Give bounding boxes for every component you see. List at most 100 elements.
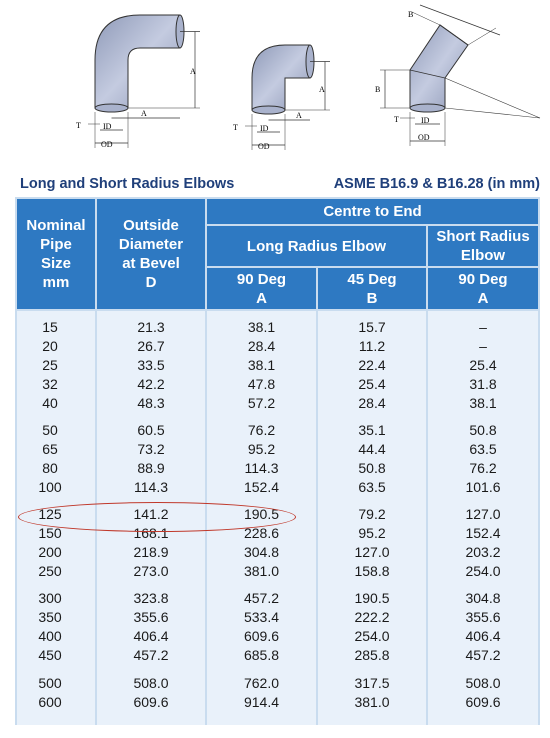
table-cell: 500 bbox=[38, 675, 62, 691]
table-cell: 33.5 bbox=[137, 357, 165, 373]
table-cell: 508.0 bbox=[465, 675, 501, 691]
table-cell: 28.4 bbox=[358, 395, 386, 411]
table-cell: 50.8 bbox=[358, 460, 386, 476]
table-cell: 63.5 bbox=[469, 441, 497, 457]
header-nominal-pipe-size: Nominal Pipe Size mm bbox=[17, 199, 95, 309]
table-cell: 190.5 bbox=[354, 590, 390, 606]
table-cell: 228.6 bbox=[243, 525, 280, 541]
table-cell: 355.6 bbox=[133, 609, 169, 625]
table-cell: 254.0 bbox=[465, 563, 501, 579]
table-cell: 273.0 bbox=[133, 563, 169, 579]
table-cell: 609.6 bbox=[133, 694, 169, 710]
table-cell: 73.2 bbox=[137, 441, 165, 457]
table-cell: 25.4 bbox=[358, 376, 386, 392]
header-text: Short Radius bbox=[436, 228, 530, 245]
table-cell: – bbox=[479, 319, 487, 335]
header-centre-to-end: Centre to End bbox=[207, 199, 538, 224]
header-text: Outside bbox=[123, 217, 179, 234]
table-cell: 44.4 bbox=[358, 441, 386, 457]
table-cell: 285.8 bbox=[354, 647, 390, 663]
table-cell: 47.8 bbox=[247, 376, 276, 392]
header-text: Diameter bbox=[118, 236, 184, 253]
diagram-label-t: T bbox=[233, 123, 238, 132]
table-cell: 304.8 bbox=[465, 590, 501, 606]
table-cell: 63.5 bbox=[358, 479, 386, 495]
table-title-row: Long and Short Radius Elbows ASME B16.9 … bbox=[20, 176, 540, 196]
diagram-label-b: B bbox=[375, 85, 380, 94]
table-cell: 457.2 bbox=[243, 590, 280, 606]
diagram-label-t: T bbox=[394, 115, 399, 124]
table-cell: 40 bbox=[42, 395, 58, 411]
table-cell: 304.8 bbox=[243, 544, 280, 560]
table-cell: 26.7 bbox=[137, 338, 165, 354]
table-cell: 76.2 bbox=[247, 422, 276, 438]
header-text: A bbox=[477, 289, 489, 307]
table-cell: 350 bbox=[38, 609, 62, 625]
table-cell: 533.4 bbox=[243, 609, 280, 625]
table-cell: 31.8 bbox=[469, 376, 497, 392]
table-cell: 317.5 bbox=[354, 675, 390, 691]
diagram-label-od: OD bbox=[101, 140, 113, 149]
table-cell: 355.6 bbox=[465, 609, 501, 625]
table-cell: 42.2 bbox=[137, 376, 165, 392]
table-cell: 222.2 bbox=[354, 609, 390, 625]
table-cell: 600 bbox=[38, 694, 62, 710]
diagram-label-od: OD bbox=[418, 133, 430, 142]
table-cell: 11.2 bbox=[358, 338, 386, 354]
short-radius-elbow-drawing: A A T ID OD bbox=[233, 44, 330, 151]
table-cell: 457.2 bbox=[133, 647, 169, 663]
table-cell: 400 bbox=[38, 628, 62, 644]
table-cell: 32 bbox=[42, 376, 58, 392]
header-text: at Bevel bbox=[122, 255, 180, 272]
table-cell: 450 bbox=[38, 647, 62, 663]
table-cell: 203.2 bbox=[465, 544, 501, 560]
table-cell: 381.0 bbox=[354, 694, 390, 710]
table-cell: 25 bbox=[42, 357, 58, 373]
header-text: 45 Deg bbox=[347, 270, 397, 288]
table-cell: 50.8 bbox=[469, 422, 497, 438]
table-cell: 50 bbox=[42, 422, 58, 438]
table-cell: 152.4 bbox=[243, 479, 280, 495]
table-cell: 127.0 bbox=[354, 544, 390, 560]
header-text: A bbox=[256, 289, 267, 307]
table-cell: 35.1 bbox=[358, 422, 386, 438]
table-cell: 60.5 bbox=[137, 422, 165, 438]
table-cell: 685.8 bbox=[243, 647, 280, 663]
diagram-label-a: A bbox=[190, 67, 196, 76]
header-text: 90 Deg bbox=[458, 270, 508, 288]
header-text: mm bbox=[42, 274, 70, 291]
table-cell: 127.0 bbox=[465, 506, 501, 522]
header-lr-90-deg: 90 Deg A bbox=[207, 268, 316, 309]
table-cell: 38.1 bbox=[247, 319, 276, 335]
column-sr-90 bbox=[428, 311, 538, 725]
elbow-dimensions-table: Nominal Pipe Size mm Outside Diameter at… bbox=[15, 197, 540, 725]
header-text: B bbox=[366, 289, 378, 307]
header-lr-45-deg: 45 Deg B bbox=[318, 268, 426, 309]
table-cell: 15 bbox=[42, 319, 58, 335]
table-cell: 38.1 bbox=[247, 357, 276, 373]
header-text: Elbow bbox=[460, 247, 506, 264]
table-cell: 20 bbox=[42, 338, 58, 354]
table-cell: 381.0 bbox=[243, 563, 280, 579]
table-cell: 88.9 bbox=[137, 460, 165, 476]
table-cell: – bbox=[479, 338, 487, 354]
standard-label: ASME B16.9 & B16.28 (in mm) bbox=[333, 176, 540, 192]
diagram-label-a: A bbox=[141, 109, 147, 118]
table-cell: 38.1 bbox=[469, 395, 497, 411]
highlight-ellipse bbox=[18, 502, 296, 532]
header-sr-90-deg: 90 Deg A bbox=[428, 268, 538, 309]
table-cell: 508.0 bbox=[133, 675, 169, 691]
table-cell: 609.6 bbox=[465, 694, 501, 710]
table-cell: 101.6 bbox=[465, 479, 501, 495]
table-cell: 609.6 bbox=[243, 628, 280, 644]
table-cell: 300 bbox=[38, 590, 62, 606]
table-cell: 76.2 bbox=[469, 460, 497, 476]
table-cell: 100 bbox=[38, 479, 62, 495]
header-text: Pipe bbox=[40, 236, 72, 253]
table-cell: 28.4 bbox=[247, 338, 276, 354]
diagram-label-od: OD bbox=[258, 142, 270, 151]
table-cell: 21.3 bbox=[137, 319, 165, 335]
table-cell: 150 bbox=[38, 525, 62, 541]
table-cell: 158.8 bbox=[354, 563, 390, 579]
header-long-radius-elbow: Long Radius Elbow bbox=[207, 226, 426, 266]
